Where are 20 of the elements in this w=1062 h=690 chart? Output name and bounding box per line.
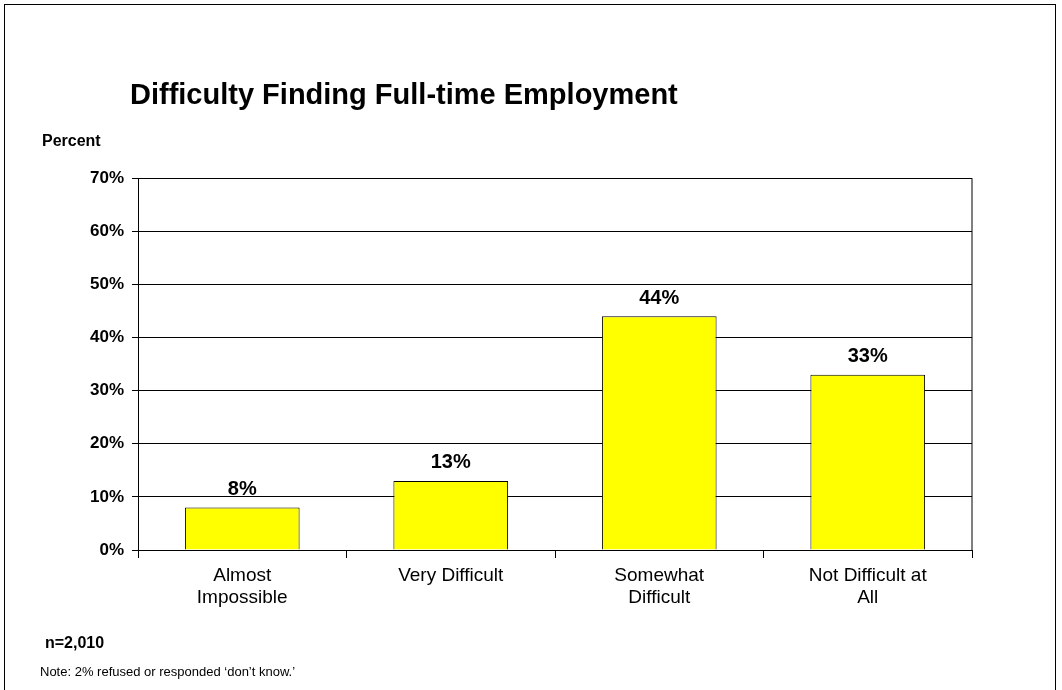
y-tick-label: 0% — [99, 539, 124, 559]
data-label: 13% — [430, 450, 471, 473]
x-tick-label: Almost Impossible — [196, 563, 288, 608]
y-tick-label: 30% — [89, 380, 124, 400]
x-tick-label: Somewhat Difficult — [614, 563, 705, 608]
text: Note: 2% refused or responded ‘don’t know.’ — [40, 664, 296, 679]
x-tick-label: Not Difficult at All — [808, 563, 928, 608]
data-label: 8% — [227, 477, 257, 500]
text: n=2,010 — [45, 634, 105, 652]
y-tick-label: 50% — [89, 274, 124, 294]
chart-title: Difficulty Finding Full-time Employment — [130, 78, 678, 111]
data-label: 33% — [847, 344, 888, 367]
y-tick-label: 10% — [89, 486, 124, 506]
y-axis-title: Percent — [42, 132, 101, 150]
x-tick-label: Very Difficult — [398, 563, 505, 585]
y-tick-label: 40% — [89, 327, 124, 347]
data-label: 44% — [639, 285, 680, 308]
y-tick-label: 60% — [89, 221, 124, 240]
y-tick-label: 20% — [89, 433, 124, 453]
y-tick-label: 70% — [89, 167, 124, 187]
